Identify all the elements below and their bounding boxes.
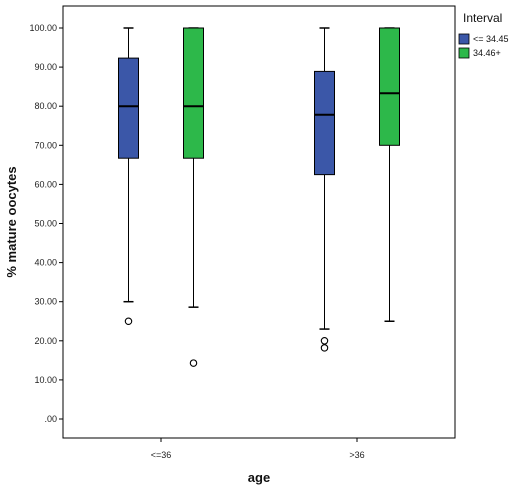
y-tick-label: 60.00	[34, 179, 57, 189]
y-tick-label: 10.00	[34, 375, 57, 385]
x-tick-label: <=36	[151, 450, 172, 460]
box-group	[118, 27, 400, 367]
outlier-point	[320, 344, 329, 352]
y-tick-label: 70.00	[34, 140, 57, 150]
outlier-point	[320, 337, 329, 345]
y-tick-label: 100.00	[29, 23, 57, 33]
y-axis: .00 10.00 20.00 30.00 40.00 50.00 60.00 70.00 80…	[29, 23, 63, 424]
x-axis-title: age	[248, 470, 270, 485]
box-0-1	[314, 27, 335, 352]
box-1-1	[379, 27, 400, 322]
legend: Interval <= 34.45 34.46+	[458, 11, 509, 59]
y-axis-title: % mature oocytes	[4, 166, 19, 277]
y-tick-label: 30.00	[34, 297, 57, 307]
box	[183, 27, 204, 159]
legend-swatch	[458, 47, 470, 59]
box-1-0	[183, 27, 204, 367]
legend-label: 34.46+	[473, 48, 501, 58]
outlier-point	[189, 359, 198, 367]
box	[314, 70, 335, 176]
y-tick-label: 20.00	[34, 336, 57, 346]
legend-swatch	[458, 33, 470, 45]
box-0-0	[118, 27, 139, 325]
y-tick-label: 50.00	[34, 219, 57, 229]
legend-title: Interval	[463, 11, 502, 25]
x-axis: <=36 >36	[151, 438, 365, 460]
y-tick-label: .00	[44, 414, 57, 424]
box	[379, 27, 400, 146]
x-tick-label: >36	[349, 450, 364, 460]
outlier-point	[124, 317, 133, 325]
legend-label: <= 34.45	[473, 34, 509, 44]
y-tick-label: 80.00	[34, 101, 57, 111]
box	[118, 57, 139, 159]
y-tick-label: 90.00	[34, 62, 57, 72]
y-tick-label: 40.00	[34, 258, 57, 268]
